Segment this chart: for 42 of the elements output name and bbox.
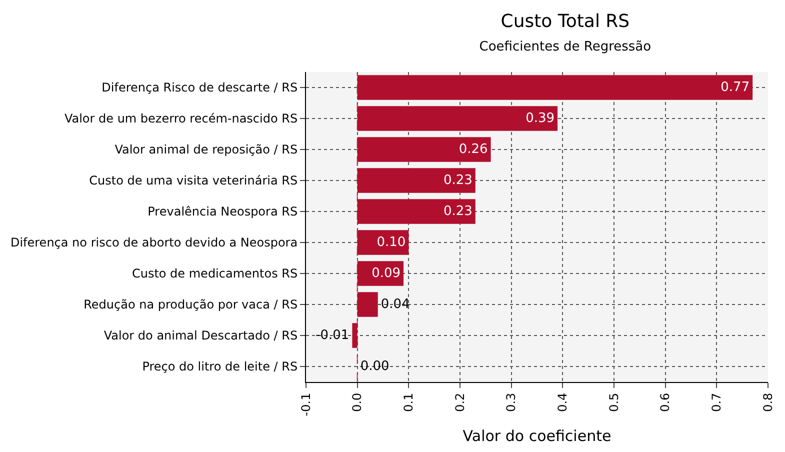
data-label: 0.00 (360, 359, 390, 374)
bar (357, 137, 491, 162)
y-tick-label: Custo de uma visita veterinária RS (89, 174, 298, 188)
bar (357, 261, 404, 286)
x-tick-label: 0.6 (658, 392, 672, 412)
x-tick-label: 0.1 (402, 392, 416, 412)
y-tick-label: Diferença Risco de descarte / RS (102, 80, 298, 95)
data-label: 0.10 (376, 235, 406, 250)
bar (357, 199, 476, 224)
bar (357, 168, 476, 193)
x-tick-label: 0.3 (504, 392, 518, 412)
data-label: 0.23 (443, 173, 472, 188)
y-tick-label: Custo de medicamentos RS (132, 266, 298, 281)
x-axis-title: Valor do coeficiente (462, 427, 612, 446)
data-label: 0.77 (720, 80, 750, 95)
bar (357, 106, 558, 131)
data-label: 0.23 (443, 204, 472, 219)
y-tick-label: Valor do animal Descartado / RS (104, 328, 298, 343)
x-tick-label: 0.7 (710, 392, 724, 412)
y-tick-label: Preço do litro de leite / RS (142, 360, 298, 374)
y-tick-label: Redução na produção por vaca / RS (84, 298, 298, 312)
x-tick-label: 0.0 (350, 392, 364, 412)
bar (357, 230, 409, 255)
data-label: 0.09 (372, 266, 401, 281)
data-label: 0.04 (380, 297, 410, 312)
data-label: -0.01 (316, 328, 350, 343)
chart-title: Custo Total RS (500, 11, 630, 32)
x-tick-label: -0.1 (298, 392, 313, 416)
chart-subtitle: Coeficientes de Regressão (479, 40, 652, 55)
x-tick-label: 0.5 (606, 392, 621, 412)
data-label: 0.39 (526, 111, 555, 126)
x-tick-label: 0.4 (556, 392, 570, 412)
bar (357, 292, 378, 317)
y-tick-label: Prevalência Neospora RS (148, 204, 298, 219)
x-tick-label: 0.8 (760, 392, 775, 412)
bar (357, 75, 753, 100)
y-tick-label: Valor animal de reposição / RS (114, 142, 298, 157)
bar (352, 323, 358, 348)
data-label: 0.26 (458, 142, 488, 157)
y-tick-label: Valor de um bezerro recém-nascido RS (64, 112, 298, 126)
x-tick-label: 0.2 (452, 392, 467, 412)
y-tick-label: Diferença no risco de aborto devido a Neospora (10, 236, 298, 250)
